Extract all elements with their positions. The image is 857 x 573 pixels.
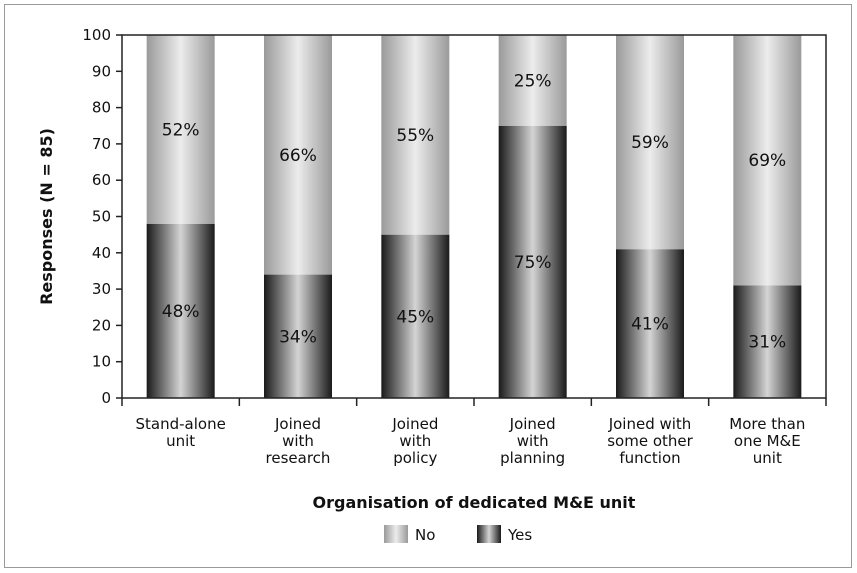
data-label-yes-4: 41%: [631, 315, 669, 335]
data-label-no-0: 52%: [162, 120, 200, 140]
x-tick-label-2: Joined with policy: [391, 415, 438, 467]
y-tick-label: 30: [92, 280, 111, 298]
legend-label-no: No: [415, 526, 435, 544]
data-label-yes-2: 45%: [396, 307, 434, 327]
y-tick-label: 50: [92, 208, 111, 226]
y-axis-title: Responses (N = 85): [37, 128, 56, 305]
bar-yes-2: [381, 234, 450, 398]
plot-area-border: [121, 34, 827, 399]
y-tick-label: 10: [92, 353, 111, 371]
data-label-no-5: 69%: [748, 151, 786, 171]
bar-yes-5: [733, 285, 802, 398]
data-label-no-1: 66%: [279, 146, 317, 166]
bar-yes-0: [146, 223, 215, 398]
legend-label-yes: Yes: [507, 526, 532, 544]
bar-yes-3: [498, 125, 567, 398]
bar-yes-1: [264, 274, 332, 398]
bar-no-0: [146, 35, 215, 224]
y-tick-label: 70: [92, 135, 111, 153]
data-label-no-3: 25%: [514, 71, 552, 91]
data-label-yes-5: 31%: [748, 333, 786, 353]
bar-no-5: [733, 35, 802, 286]
y-tick-label: 90: [92, 62, 111, 80]
data-label-no-2: 55%: [396, 126, 434, 146]
y-tick-label: 0: [101, 389, 111, 407]
data-label-yes-0: 48%: [162, 302, 200, 322]
x-tick-label-3: Joined with planning: [500, 415, 565, 467]
bar-no-1: [264, 35, 332, 275]
x-axis-title: Organisation of dedicated M&E unit: [313, 493, 636, 512]
legend-swatch-yes: [477, 525, 501, 543]
y-tick-label: 60: [92, 171, 111, 189]
legend-swatch-no: [384, 525, 408, 543]
bar-yes-4: [616, 249, 684, 398]
x-tick-label-1: Joined with research: [266, 415, 331, 467]
bar-no-4: [616, 35, 684, 250]
data-label-yes-1: 34%: [279, 327, 317, 347]
x-tick-label-5: More than one M&E unit: [729, 415, 805, 467]
y-tick-label: 80: [92, 99, 111, 117]
y-tick-label: 100: [82, 26, 111, 44]
y-tick-label: 40: [92, 244, 111, 262]
bar-no-3: [498, 35, 567, 126]
data-label-yes-3: 75%: [514, 253, 552, 273]
x-tick-label-4: Joined with some other function: [607, 415, 693, 467]
x-tick-label-0: Stand-alone unit: [136, 415, 226, 450]
bar-no-2: [381, 35, 450, 235]
data-label-no-4: 59%: [631, 133, 669, 153]
y-tick-label: 20: [92, 316, 111, 334]
